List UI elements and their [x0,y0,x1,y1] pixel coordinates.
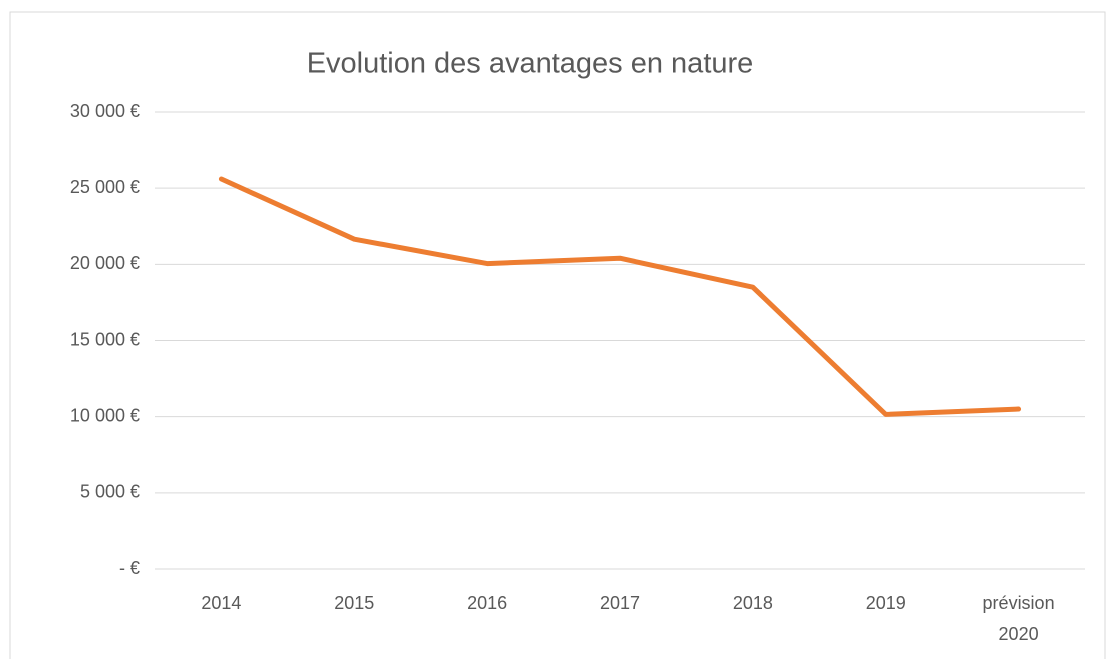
x-tick-label: 2017 [600,593,640,613]
x-tick-label: 2018 [733,593,773,613]
y-tick-label: 15 000 € [70,329,140,349]
y-tick-label: 30 000 € [70,101,140,121]
chart-title: Evolution des avantages en nature [307,48,754,80]
y-tick-label: 5 000 € [80,482,140,502]
y-tick-label: 20 000 € [70,253,140,273]
x-tick-label: 2015 [334,593,374,613]
chart-frame [9,11,1106,659]
series-line [218,176,1022,417]
x-tick-label: 2014 [201,593,241,613]
x-tick-label: 2019 [866,593,906,613]
x-tick-label: 2016 [467,593,507,613]
y-tick-label: - € [119,558,140,578]
y-tick-label: 25 000 € [70,177,140,197]
y-tick-label: 10 000 € [70,405,140,425]
x-tick-label: prévision 2020 [983,593,1055,644]
